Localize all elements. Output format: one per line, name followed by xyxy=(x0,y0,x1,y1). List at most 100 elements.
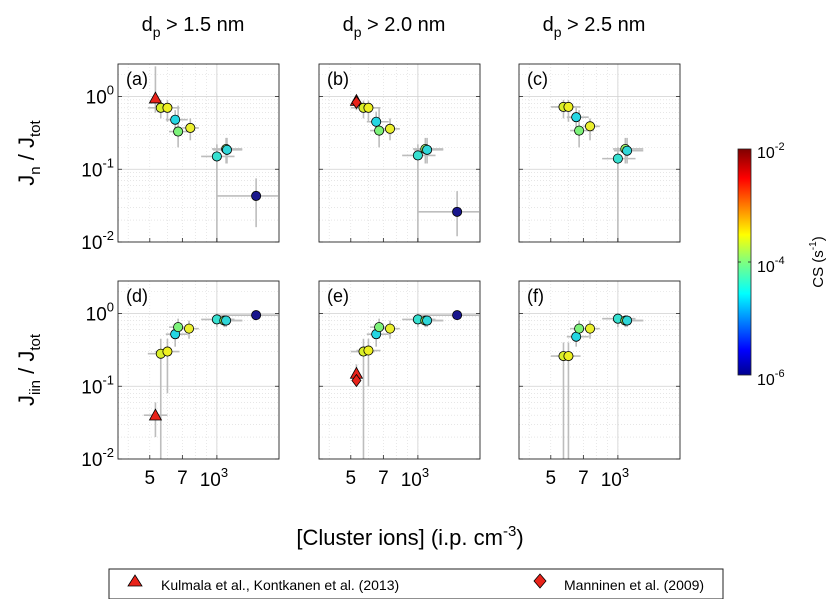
column-title-2: dp > 2.0 nm xyxy=(343,14,446,40)
grid xyxy=(519,281,680,459)
data-point-circle xyxy=(585,121,596,132)
data-point-circle xyxy=(184,323,195,334)
data-point-circle xyxy=(585,323,596,334)
data-point-circle xyxy=(221,144,232,155)
data-point-triangle xyxy=(148,408,163,421)
x-tick-label: 103 xyxy=(200,465,228,491)
plot-area xyxy=(519,281,680,459)
x-tick-label: 7 xyxy=(177,468,188,489)
plot-frame xyxy=(318,63,481,243)
column-title-3: dp > 2.5 nm xyxy=(543,14,646,40)
legend-diamond-marker xyxy=(533,573,547,589)
plot-area xyxy=(118,281,279,459)
plot-frame xyxy=(117,63,280,243)
y-tick-label: 100 xyxy=(86,83,114,109)
legend-label-manninen: Manninen et al. (2009) xyxy=(564,577,704,593)
panel-letter: (f) xyxy=(527,286,544,306)
panel-e: (e) 5 7 103 xyxy=(318,280,481,491)
data-point-circle xyxy=(221,315,232,326)
plot-area xyxy=(519,64,680,242)
y-tick-label: 10-1 xyxy=(81,155,114,181)
data-point-circle xyxy=(622,315,633,326)
panel-letter: (d) xyxy=(126,286,148,306)
plot-frame xyxy=(518,280,681,460)
data-point-circle xyxy=(374,125,385,136)
panel-c: (c) xyxy=(518,63,681,243)
data-point-circle xyxy=(452,310,463,321)
colorbar-tick-top: 10-2 xyxy=(757,141,785,162)
x-tick-label: 5 xyxy=(546,468,557,489)
column-title-1: dp > 1.5 nm xyxy=(142,14,245,40)
markers xyxy=(148,91,262,201)
data-point-circle xyxy=(612,153,623,164)
panel-f: (f) 5 7 103 xyxy=(518,280,681,491)
plot-area xyxy=(319,281,480,459)
x-axis-label: [Cluster ions] (i.p. cm-3) xyxy=(296,523,523,550)
plot-frame xyxy=(518,63,681,243)
data-point-circle xyxy=(251,190,262,201)
plot-frame xyxy=(318,280,481,460)
x-tick-label: 7 xyxy=(378,468,389,489)
panel-d: (d) 10-2 10-1 100 5 7 103 xyxy=(81,280,280,491)
colorbar-tick-bottom: 10-6 xyxy=(757,368,785,389)
panel-letter: (b) xyxy=(327,69,349,89)
data-point-triangle xyxy=(148,91,163,104)
data-point-circle xyxy=(422,144,433,155)
data-point-circle xyxy=(251,310,262,321)
data-point-circle xyxy=(173,322,184,333)
data-point-circle xyxy=(574,125,585,136)
colorbar-label: CS (s-1) xyxy=(808,236,827,287)
data-point-circle xyxy=(452,206,463,217)
markers xyxy=(558,313,633,362)
data-point-circle xyxy=(622,145,633,156)
data-point-circle xyxy=(422,315,433,326)
data-point-circle xyxy=(374,322,385,333)
markers xyxy=(349,310,463,388)
legend-box xyxy=(108,568,724,599)
data-point-circle xyxy=(170,114,181,125)
y-tick-label: 10-1 xyxy=(81,372,114,398)
row-label-bottom: Jiin / Jtot xyxy=(14,333,44,406)
legend-triangle-marker xyxy=(127,574,143,587)
data-point-circle xyxy=(162,346,173,357)
markers xyxy=(148,310,262,421)
panel-letter: (e) xyxy=(327,286,349,306)
data-point-circle xyxy=(563,101,574,112)
data-point-circle xyxy=(211,151,222,162)
data-point-diamond xyxy=(351,373,362,388)
panel-letter: (c) xyxy=(527,69,548,89)
x-tick-label: 103 xyxy=(601,465,629,491)
plot-frame xyxy=(117,280,280,460)
x-tick-label: 7 xyxy=(578,468,589,489)
data-point-circle xyxy=(173,126,184,137)
y-tick-label: 10-2 xyxy=(81,228,114,254)
plot-area xyxy=(118,64,279,242)
panel-letter: (a) xyxy=(126,69,148,89)
data-point-circle xyxy=(371,116,382,127)
markers xyxy=(558,101,633,164)
legend-label-kulmala: Kulmala et al., Kontkanen et al. (2013) xyxy=(161,577,399,593)
data-point-diamond xyxy=(351,95,362,110)
data-point-circle xyxy=(363,102,374,113)
data-point-circle xyxy=(574,323,585,334)
panel-a: (a) 10-2 10-1 100 xyxy=(81,63,280,254)
colorbar: 10-2 10-4 10-6 CS (s-1) xyxy=(737,141,827,389)
colorbar-tick-mid: 10-4 xyxy=(757,255,785,276)
markers xyxy=(349,93,463,217)
y-tick-label: 10-2 xyxy=(81,445,114,471)
data-point-circle xyxy=(363,345,374,356)
data-point-circle xyxy=(571,112,582,123)
data-point-circle xyxy=(162,102,173,113)
row-label-top: Jn / Jtot xyxy=(14,119,44,185)
data-point-circle xyxy=(412,150,423,161)
data-point-circle xyxy=(385,123,396,134)
legend: Kulmala et al., Kontkanen et al. (2013) … xyxy=(108,568,724,599)
data-point-circle xyxy=(563,351,574,362)
y-tick-label: 100 xyxy=(86,300,114,326)
panel-b: (b) xyxy=(318,63,481,243)
data-point-circle xyxy=(385,323,396,334)
x-tick-label: 103 xyxy=(401,465,429,491)
data-point-circle xyxy=(185,122,196,133)
